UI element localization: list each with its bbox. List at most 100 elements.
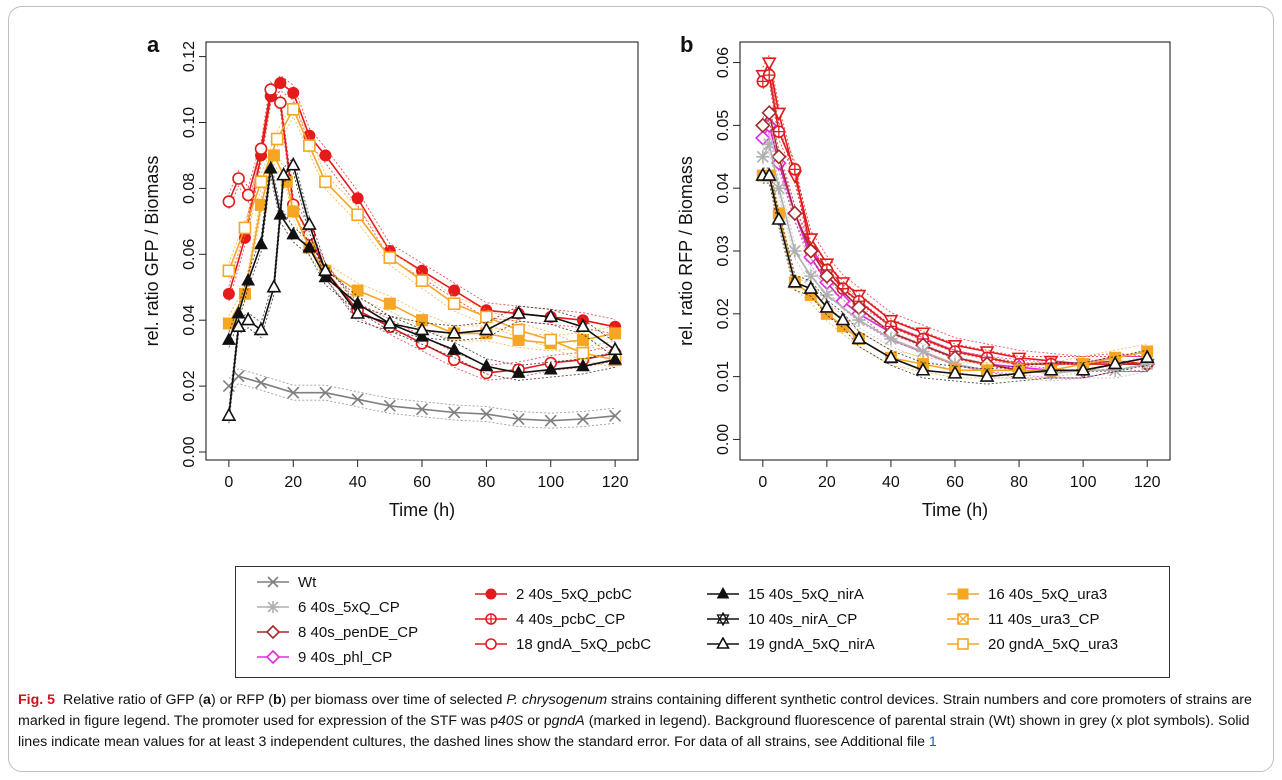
legend-label-18: 18 gndA_5xQ_pcbC [516, 635, 652, 653]
data-point-wt [319, 386, 332, 399]
legend-marker-2 [475, 588, 507, 600]
data-point-6-40s-5xq-cp [852, 313, 866, 327]
caption-promoter-40s: 40S [498, 713, 524, 729]
data-point-15-40s-5xq-nira [318, 269, 333, 283]
legend-entry-10: 10 40s_nirA_CP [706, 608, 857, 630]
data-point-15-40s-5xq-nira [263, 160, 278, 174]
x-tick-label: 120 [1134, 474, 1161, 491]
x-tick-label: 80 [1010, 474, 1028, 491]
x-tick-label: 80 [477, 474, 495, 491]
data-point-20-gnda-5xq-ura3 [351, 208, 364, 222]
error-line-upper-16-40s-5xq-ura3 [762, 167, 1148, 364]
legend-marker-15 [707, 587, 739, 599]
data-point-19-gnda-5xq-nira [221, 407, 237, 421]
legend-label-4: 4 40s_pcbC_CP [516, 610, 626, 628]
data-point-19-gnda-5xq-nira [276, 166, 291, 181]
data-point-19-gnda-5xq-nira [543, 308, 559, 323]
x-tick-label: 40 [882, 474, 900, 491]
data-point-18-gnda-5xq-pcbc [264, 83, 278, 96]
data-point-4-40s-pcbc-cp [772, 125, 786, 138]
legend-symbol [265, 625, 281, 639]
y-tick-label: 0.02 [715, 298, 732, 329]
y-tick-label: 0.03 [715, 235, 732, 266]
y-tick-label: 0.04 [181, 305, 198, 336]
legend-label-19: 19 gndA_5xQ_nirA [748, 635, 875, 653]
x-tick-label: 0 [224, 474, 233, 491]
legend-entry-9: 9 40s_phl_CP [256, 646, 392, 668]
error-line-upper-15-40s-5xq-nira [762, 167, 1148, 370]
series-8-40s-pende-cp [755, 103, 1155, 379]
legend-symbol [267, 576, 279, 588]
data-point-20-gnda-5xq-ura3 [576, 346, 590, 360]
panel-letter-a: a [147, 32, 160, 57]
y-tick-label: 0.04 [715, 173, 732, 204]
data-point-15-40s-5xq-nira [221, 332, 236, 345]
caption-promoter-gnda: gndA [551, 713, 585, 729]
data-point-wt [448, 406, 461, 419]
series-line-20-gnda-5xq-ura3 [228, 107, 616, 361]
legend-marker-9 [257, 650, 289, 664]
error-line-upper-15-40s-5xq-nira [228, 161, 616, 366]
error-line-lower-2-40s-5xq-pcbc [228, 89, 616, 335]
legend-entry-2: 2 40s_5xQ_pcbC [474, 583, 632, 605]
legend-symbol [716, 612, 730, 626]
error-line-upper-20-gnda-5xq-ura3 [228, 100, 616, 353]
chart-panel-a: 0 20 40 60 80 100 120 0.00 0.02 0.04 0.06 0.08 0.10 0… [142, 41, 639, 520]
data-point-20-gnda-5xq-ura3 [319, 175, 332, 189]
data-point-15-40s-5xq-nira [979, 368, 995, 382]
data-point-6-40s-5xq-cp [804, 269, 818, 283]
data-point-15-40s-5xq-nira [1139, 349, 1155, 363]
caption-text: Relative ratio of GFP ( [62, 692, 204, 708]
error-line-lower-4-40s-pcbc-cp [762, 81, 1148, 373]
y-tick-label: 0.00 [181, 436, 198, 467]
data-point-15-40s-5xq-nira [479, 358, 494, 372]
data-point-16-40s-5xq-ura3 [383, 297, 396, 310]
error-line-lower-2-40s-5xq-pcbc [762, 68, 1148, 373]
legend-label-11: 11 40s_ura3_CP [988, 610, 1100, 628]
data-point-20-gnda-5xq-ura3 [383, 251, 397, 264]
legend-symbol [957, 638, 969, 650]
caption-text: (marked in legend). Background fluoresce… [18, 713, 1250, 750]
data-point-20-gnda-5xq-ura3 [544, 333, 558, 347]
data-point-wt [287, 386, 300, 399]
legend-symbol [265, 650, 281, 664]
data-point-6-40s-5xq-cp [916, 344, 930, 359]
data-point-15-40s-5xq-nira [1043, 362, 1059, 376]
data-point-15-40s-5xq-nira [915, 362, 931, 376]
data-point-19-gnda-5xq-nira [478, 321, 494, 336]
y-axis-title: rel. ratio GFP / Biomass [142, 156, 162, 347]
data-point-2-40s-5xq-pcbc [761, 57, 777, 71]
data-point-wt [609, 409, 622, 422]
x-axis-title: Time (h) [922, 500, 988, 520]
error-line-upper-19-gnda-5xq-nira [228, 156, 616, 409]
panel-letter-b: b [680, 32, 693, 57]
data-point-2-40s-5xq-pcbc [351, 192, 364, 205]
series-line-wt [228, 375, 616, 422]
legend-entry-6: 6 40s_5xQ_CP [256, 596, 400, 618]
data-point-6-40s-5xq-cp [884, 332, 898, 346]
x-tick-label: 60 [413, 474, 431, 491]
legend-label-2: 2 40s_5xQ_pcbC [516, 585, 632, 603]
data-point-8-40s-pende-cp [771, 149, 787, 165]
data-point-15-40s-5xq-nira [576, 358, 590, 372]
data-point-6-40s-5xq-cp [772, 181, 786, 195]
error-line-upper-4-40s-pcbc-cp [762, 66, 1148, 357]
additional-file-link[interactable]: 1 [928, 734, 937, 750]
data-point-6-40s-5xq-cp [788, 244, 802, 258]
data-point-15-40s-5xq-nira [511, 365, 526, 378]
legend-label-15: 15 40s_5xQ_nirA [748, 585, 864, 603]
data-point-20-gnda-5xq-ura3 [303, 139, 316, 152]
data-point-4-40s-pcbc-cp [762, 68, 776, 82]
data-point-19-gnda-5xq-nira [318, 262, 333, 276]
legend-label-16: 16 40s_5xQ_ura3 [988, 585, 1108, 603]
legend-marker-wt [257, 576, 289, 588]
x-tick-label: 100 [537, 474, 564, 491]
data-point-15-40s-5xq-nira [851, 330, 867, 345]
figure-caption: Fig. 5 Relative ratio of GFP (a) or RFP … [18, 690, 1258, 753]
data-point-15-40s-5xq-nira [254, 236, 268, 250]
data-point-6-40s-5xq-cp [762, 137, 776, 151]
data-point-20-gnda-5xq-ura3 [415, 274, 429, 287]
data-point-wt [544, 414, 557, 427]
y-tick-label: 0.10 [181, 107, 198, 138]
data-point-19-gnda-5xq-nira [414, 321, 430, 336]
